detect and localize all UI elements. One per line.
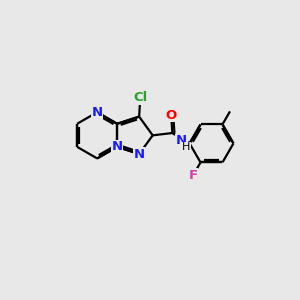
- Text: O: O: [166, 109, 177, 122]
- Text: N: N: [112, 140, 123, 153]
- Text: N: N: [134, 148, 145, 160]
- Text: Cl: Cl: [133, 91, 147, 104]
- Text: H: H: [182, 142, 190, 152]
- Text: F: F: [188, 169, 198, 182]
- Text: N: N: [92, 106, 103, 119]
- Text: N: N: [176, 134, 187, 147]
